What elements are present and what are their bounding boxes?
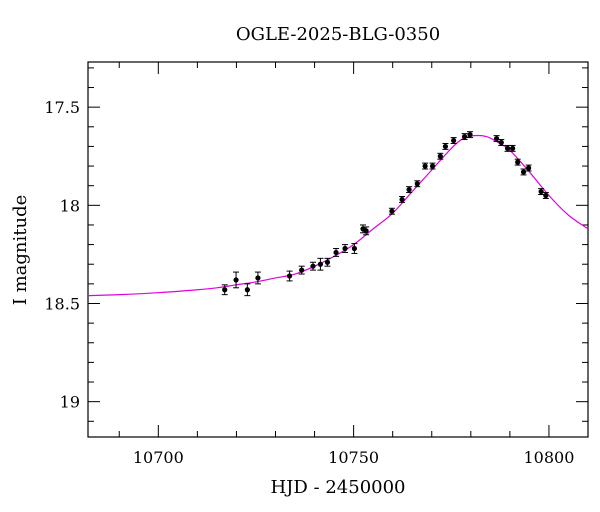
y-tick-labels: 17.5 18 18.5 19 [44, 98, 80, 412]
y-tick-label: 19 [60, 393, 80, 412]
data-marker [286, 273, 293, 279]
data-marker [451, 137, 457, 144]
data-point [509, 144, 516, 152]
data-point [351, 243, 358, 254]
data-point [324, 257, 331, 267]
data-marker [510, 145, 516, 151]
data-point [310, 261, 316, 271]
data-marker [351, 245, 358, 252]
axis-ticks [88, 62, 589, 437]
data-marker [437, 153, 443, 159]
data-point [450, 137, 457, 144]
data-marker [538, 188, 544, 195]
data-point [538, 188, 545, 196]
data-marker [317, 261, 324, 267]
data-marker [422, 163, 428, 169]
data-marker [493, 135, 500, 142]
plot-area [87, 61, 589, 438]
data-point [504, 144, 511, 152]
data-marker [406, 187, 412, 193]
data-point [244, 283, 251, 297]
data-marker [233, 277, 239, 283]
data-marker [324, 259, 331, 265]
data-marker [442, 143, 449, 150]
data-point [317, 257, 324, 271]
data-points [221, 131, 549, 297]
data-marker [461, 134, 468, 140]
data-point [525, 164, 532, 172]
data-marker [299, 267, 305, 273]
data-marker [520, 169, 527, 175]
data-point [429, 162, 436, 170]
data-point [406, 186, 413, 194]
data-marker [310, 263, 316, 269]
data-marker [255, 275, 261, 281]
data-marker [363, 228, 369, 234]
chart-title: OGLE-2025-BLG-0350 [236, 24, 440, 45]
data-point [437, 152, 444, 160]
data-point [442, 142, 449, 150]
data-marker [333, 249, 339, 256]
data-marker [467, 132, 473, 138]
x-tick-label: 10800 [523, 448, 574, 467]
x-tick-label: 10700 [133, 448, 184, 467]
plot-frame [87, 61, 589, 438]
data-point [233, 271, 240, 289]
data-marker [498, 139, 504, 146]
data-marker [389, 208, 395, 214]
y-axis-label: I magnitude [10, 195, 31, 306]
y-tick-label: 18 [60, 196, 80, 215]
data-point [520, 168, 527, 176]
data-point [388, 207, 395, 215]
data-point [221, 284, 228, 296]
data-point [414, 180, 421, 188]
data-point [461, 133, 468, 141]
model-curve [87, 134, 589, 297]
data-point [399, 195, 406, 203]
data-point [493, 135, 500, 143]
x-tick-label: 10750 [328, 448, 379, 467]
data-marker [515, 159, 521, 165]
data-marker [342, 245, 348, 252]
data-marker [222, 287, 228, 293]
data-point [467, 131, 474, 139]
data-marker [543, 192, 549, 199]
x-axis-label: HJD - 2450000 [270, 477, 405, 498]
data-point [333, 248, 340, 257]
y-tick-label: 17.5 [44, 98, 80, 117]
data-point [254, 271, 261, 285]
data-point [514, 158, 521, 166]
data-marker [414, 181, 420, 187]
y-tick-label: 18.5 [44, 294, 80, 313]
data-marker [244, 287, 250, 293]
data-point [498, 139, 505, 146]
data-point [422, 162, 429, 170]
data-marker [504, 145, 511, 151]
x-tick-labels: 10700 10750 10800 [133, 448, 575, 467]
data-marker [429, 163, 436, 169]
data-point [542, 192, 549, 199]
data-point [286, 270, 293, 282]
data-point [342, 244, 349, 253]
data-marker [526, 165, 532, 171]
data-marker [399, 196, 405, 203]
data-point [298, 265, 305, 275]
data-point [363, 226, 370, 236]
